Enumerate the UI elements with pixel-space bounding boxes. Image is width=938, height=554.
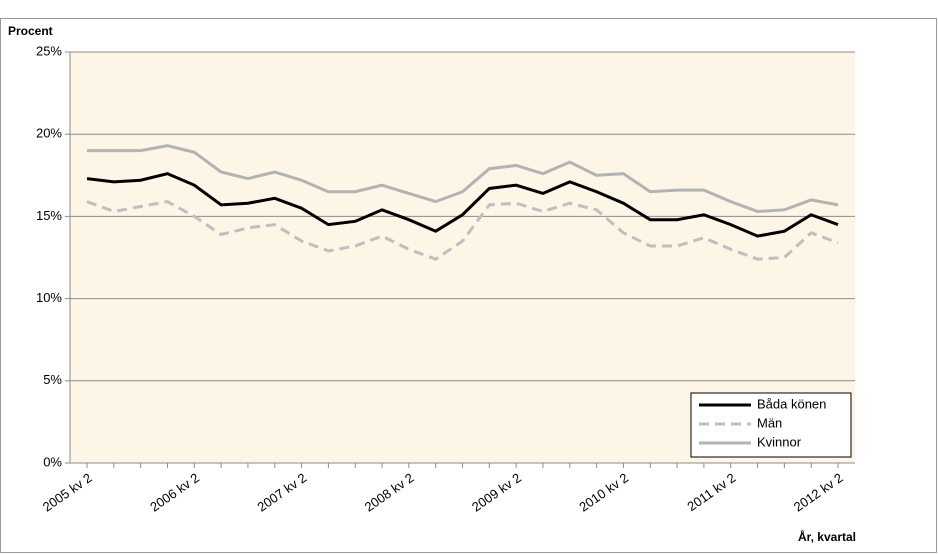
line-series: [87, 144, 839, 213]
y-tick-label: 15%: [36, 208, 62, 223]
y-tick-label: 0%: [43, 454, 62, 469]
y-axis-label: Procent: [8, 24, 53, 38]
y-tick-label: 25%: [36, 43, 62, 58]
legend-label: Kvinnor: [757, 434, 802, 449]
y-tick-label: 5%: [43, 372, 62, 387]
legend-label: Båda könen: [757, 396, 826, 411]
y-tick-label: 20%: [36, 126, 62, 141]
legend-label: Män: [757, 415, 782, 430]
x-axis-label: År, kvartal: [798, 529, 856, 544]
line-series: [86, 200, 839, 261]
line-series: [86, 172, 839, 238]
y-tick-label: 10%: [36, 290, 62, 305]
